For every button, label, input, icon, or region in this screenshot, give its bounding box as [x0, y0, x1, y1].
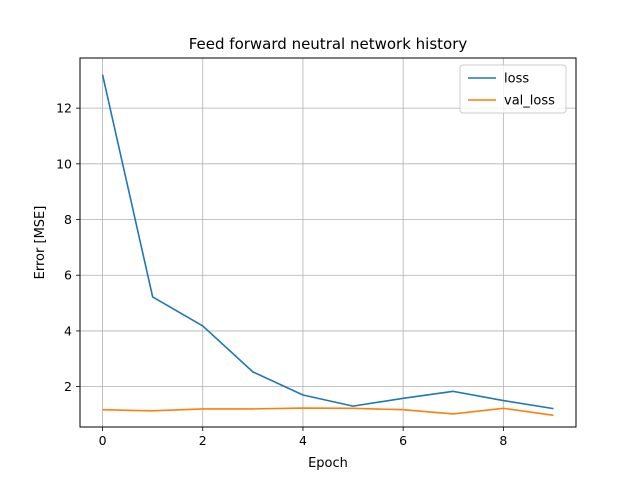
- x-tick-label: 0: [99, 433, 107, 448]
- series-line-loss: [101, 74, 554, 410]
- y-tick-label: 6: [64, 268, 72, 283]
- y-tick-label: 4: [64, 323, 72, 338]
- series-line-val-loss: [102, 407, 554, 417]
- legend-box: [459, 64, 567, 114]
- series-lines: [101, 74, 554, 417]
- x-tick-label: 6: [399, 433, 407, 448]
- x-tick-label: 8: [499, 433, 507, 448]
- chart-title: Feed forward neutral network history: [189, 35, 468, 53]
- y-tick-label: 12: [56, 101, 72, 116]
- y-axis-label: Error [MSE]: [33, 206, 48, 280]
- x-tick-label: 2: [199, 433, 207, 448]
- y-tick-label: 8: [64, 212, 72, 227]
- legend: loss val_loss: [459, 64, 567, 114]
- legend-label: loss: [504, 72, 529, 87]
- x-axis-label: Epoch: [308, 456, 348, 471]
- plot-frame: [79, 57, 577, 428]
- ticks: 0 2 4 6 8 2 4 6 8 10 12: [56, 101, 507, 448]
- y-tick-label: 10: [56, 156, 72, 171]
- y-tick-label: 2: [64, 379, 72, 394]
- x-tick-label: 4: [299, 433, 307, 448]
- legend-label: val_loss: [504, 94, 555, 109]
